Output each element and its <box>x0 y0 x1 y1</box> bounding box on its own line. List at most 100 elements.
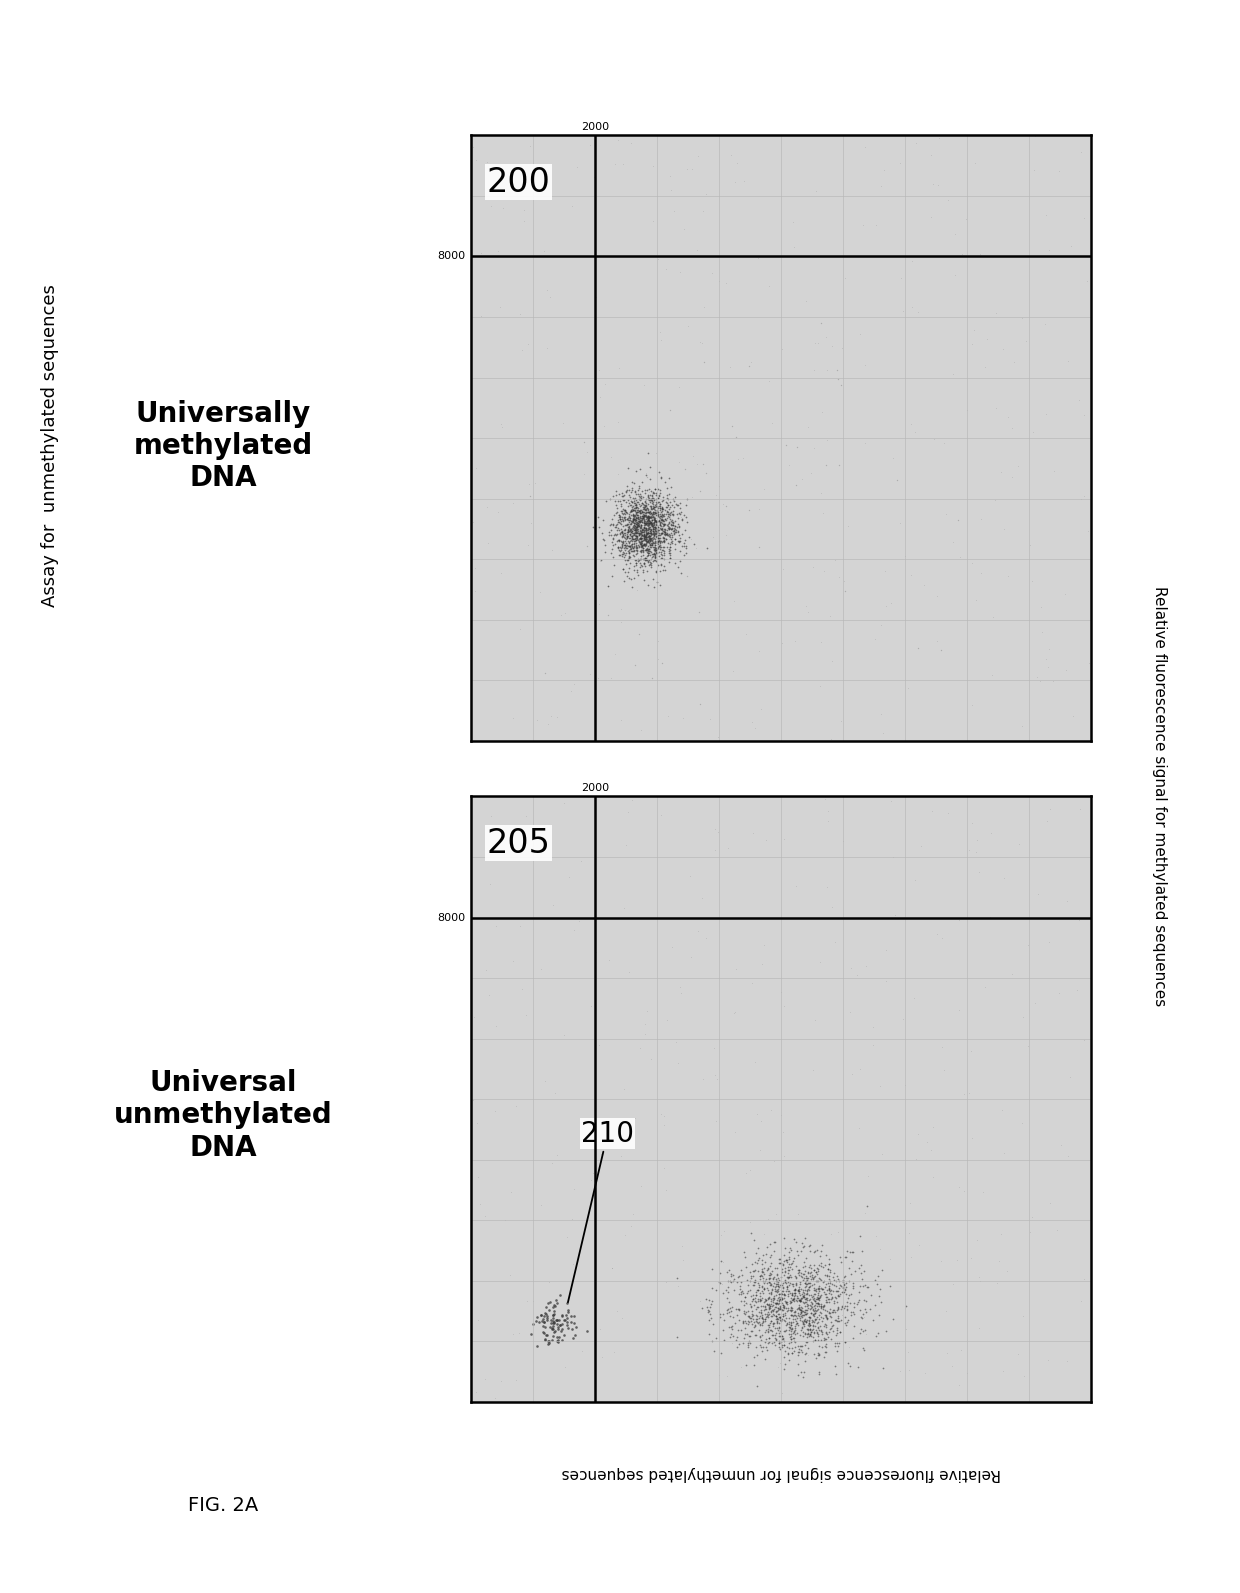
Point <box>795 1287 815 1313</box>
Point <box>610 503 630 529</box>
Point <box>795 1321 815 1346</box>
Point <box>921 1137 941 1163</box>
Point <box>626 526 646 551</box>
Point <box>753 1338 773 1364</box>
Point <box>650 529 670 554</box>
Point <box>616 523 636 548</box>
Point <box>647 247 667 272</box>
Point <box>629 527 649 553</box>
Point <box>780 1289 800 1314</box>
Point <box>631 507 651 532</box>
Point <box>792 1301 812 1327</box>
Point <box>830 564 849 589</box>
Point <box>625 495 645 521</box>
Point <box>627 524 647 550</box>
Point <box>807 1294 827 1319</box>
Point <box>668 1051 688 1077</box>
Point <box>761 1271 781 1297</box>
Point <box>857 1193 877 1219</box>
Point <box>595 371 615 397</box>
Point <box>621 516 641 542</box>
Point <box>766 1306 786 1332</box>
Point <box>641 532 661 558</box>
Point <box>486 1013 506 1039</box>
Point <box>652 529 672 554</box>
Point <box>854 430 874 456</box>
Point <box>816 1290 836 1316</box>
Point <box>544 1319 564 1344</box>
Point <box>711 1222 730 1247</box>
Point <box>836 1294 856 1319</box>
Point <box>738 1330 758 1356</box>
Point <box>609 355 629 381</box>
Point <box>836 1281 856 1306</box>
Point <box>536 1294 556 1319</box>
Point <box>820 1258 839 1284</box>
Point <box>626 524 646 550</box>
Point <box>882 789 901 814</box>
Point <box>637 507 657 532</box>
Point <box>686 535 706 561</box>
Point <box>634 521 653 546</box>
Point <box>789 1287 808 1313</box>
Point <box>774 1301 794 1327</box>
Point <box>630 521 650 546</box>
Point <box>634 503 653 529</box>
Point <box>649 483 668 508</box>
Point <box>636 492 656 518</box>
Point <box>797 599 817 624</box>
Point <box>718 1300 738 1325</box>
Point <box>760 1300 780 1325</box>
Point <box>681 945 701 970</box>
Point <box>796 1292 816 1317</box>
Point <box>506 1367 526 1392</box>
Point <box>781 1297 801 1322</box>
Point <box>631 483 651 508</box>
Point <box>789 1303 808 1329</box>
Point <box>624 538 644 564</box>
Point <box>906 1147 926 1172</box>
Point <box>641 532 661 558</box>
Point <box>627 478 647 503</box>
Point <box>469 1164 489 1190</box>
Point <box>781 1298 801 1324</box>
Point <box>805 1263 825 1289</box>
Point <box>639 523 658 548</box>
Point <box>639 527 658 553</box>
Point <box>668 519 688 545</box>
Point <box>791 1276 811 1301</box>
Point <box>766 1321 786 1346</box>
Point <box>950 997 970 1023</box>
Point <box>815 1303 835 1329</box>
Point <box>800 1317 820 1343</box>
Point <box>651 511 671 537</box>
Point <box>651 464 671 489</box>
Point <box>769 1314 789 1340</box>
Point <box>751 1301 771 1327</box>
Point <box>630 521 650 546</box>
Point <box>789 1362 808 1388</box>
Point <box>606 515 626 540</box>
Point <box>662 516 682 542</box>
Point <box>797 1321 817 1346</box>
Point <box>833 1276 853 1301</box>
Point <box>785 1278 805 1303</box>
Point <box>625 516 645 542</box>
Point <box>773 1287 792 1313</box>
Point <box>797 1265 817 1290</box>
Point <box>758 1298 777 1324</box>
Point <box>661 503 681 529</box>
Point <box>813 1276 833 1301</box>
Point <box>807 1284 827 1309</box>
Point <box>640 489 660 515</box>
Point <box>827 1330 847 1356</box>
Point <box>626 523 646 548</box>
Point <box>658 503 678 529</box>
Point <box>615 532 635 558</box>
Point <box>640 534 660 559</box>
Point <box>776 1247 796 1273</box>
Point <box>635 523 655 548</box>
Point <box>634 508 653 534</box>
Point <box>601 1255 621 1281</box>
Point <box>770 1305 790 1330</box>
